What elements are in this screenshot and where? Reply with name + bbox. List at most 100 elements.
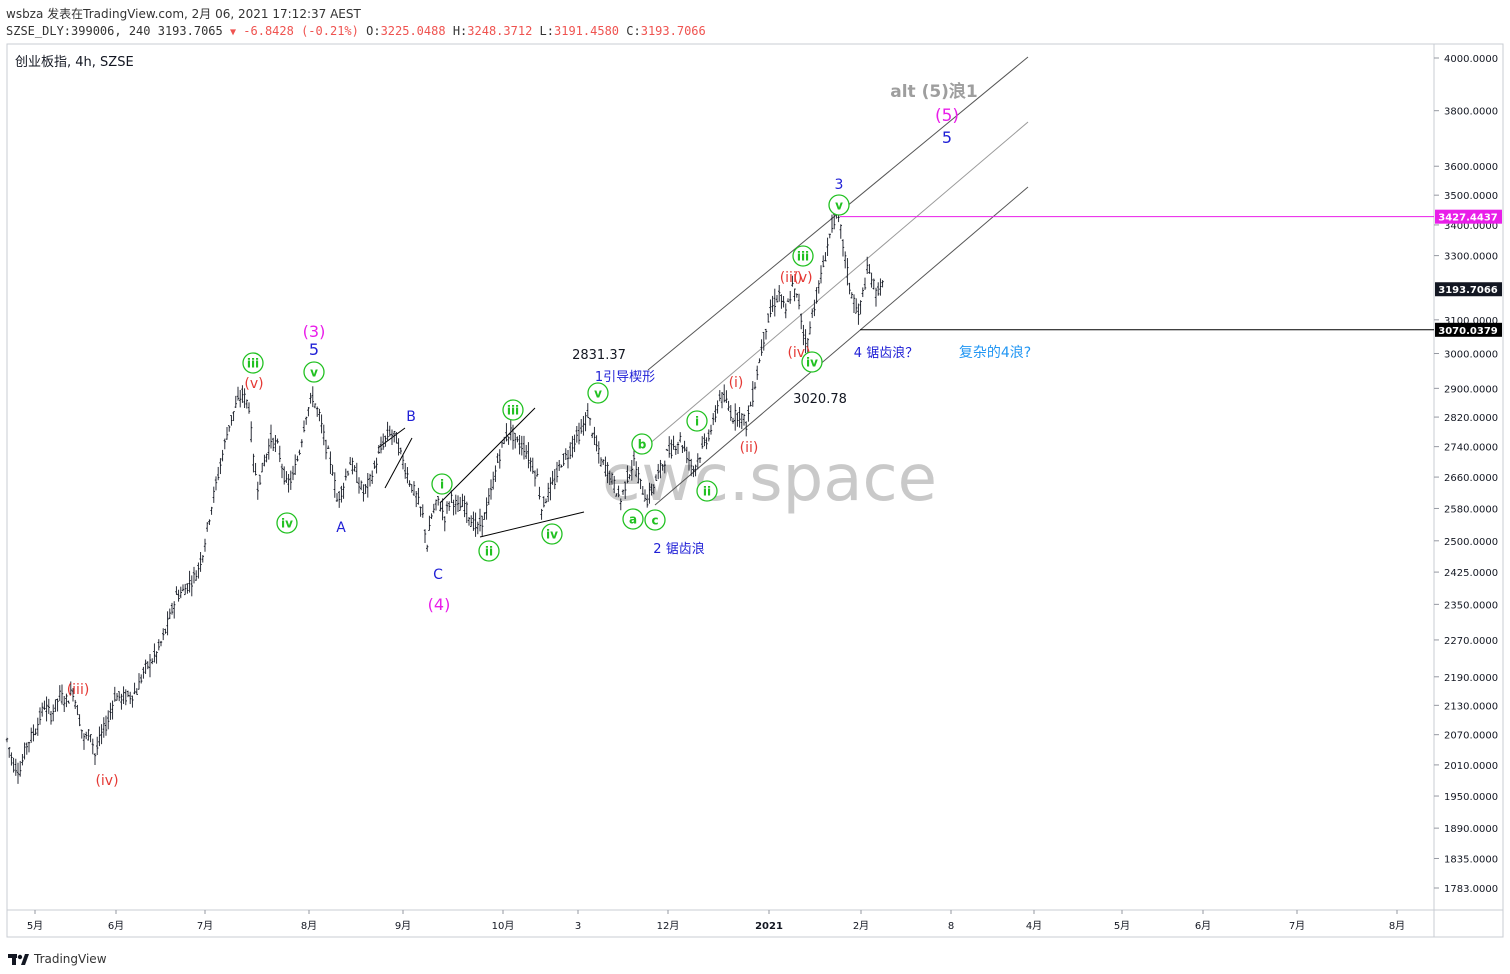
wave-label: (v) [793, 270, 812, 286]
x-tick-label: 8月 [301, 920, 317, 932]
wedge-line-3 [439, 407, 536, 504]
y-tick-label: 1835.0000 [1444, 854, 1498, 865]
price-tag-box [1435, 282, 1502, 297]
wave-label: (3) [303, 322, 326, 341]
y-tick-label: 1783.0000 [1444, 884, 1498, 895]
y-tick-label: 3000.0000 [1444, 350, 1498, 361]
wave-label: 1引导楔形 [595, 370, 655, 385]
wave-label: (iii) [780, 270, 803, 286]
wave-label: 2831.37 [572, 348, 626, 363]
author-name: wsbza [6, 7, 44, 21]
y-tick-label: 1890.0000 [1444, 824, 1498, 835]
channel-lower-line [654, 186, 1029, 506]
wave-label: (v) [244, 376, 263, 392]
watermark: ewc.space [602, 442, 937, 516]
wave-label-circle [587, 382, 609, 404]
wave-label: b [638, 438, 647, 452]
price-tag-label: 3427.4437 [1438, 213, 1498, 224]
y-tick-label: 2070.0000 [1444, 731, 1498, 742]
wedge-line-1 [377, 427, 406, 449]
footer-brand[interactable]: TradingView [8, 952, 107, 966]
wave-label-circle [801, 351, 823, 373]
wave-label-circle [696, 480, 718, 502]
chart-title: 创业板指, 4h, SZSE [15, 55, 134, 70]
last-price: 3193.7065 [157, 24, 223, 38]
x-tick-label: 7月 [1289, 920, 1305, 932]
wedge-line-2 [384, 437, 413, 489]
y-tick-label: 2350.0000 [1444, 600, 1498, 611]
x-tick-label: 4月 [1026, 920, 1042, 932]
wave-label: v [835, 199, 843, 213]
wave-label-circle [622, 508, 644, 530]
published-date: 2月 06, 2021 17:12:37 AEST [191, 7, 361, 21]
wave-label: 3020.78 [793, 392, 847, 407]
wave-label-circle [541, 523, 563, 545]
high-label: H: [452, 24, 468, 38]
wave-label: iv [806, 356, 818, 370]
change-pct: (-0.21%) [301, 24, 359, 38]
y-tick-label: 4000.0000 [1444, 54, 1498, 65]
wave-label: iii [247, 357, 259, 371]
x-tick-label: 5月 [1114, 920, 1130, 932]
wave-label: i [440, 478, 444, 492]
tradingview-logo-icon [8, 954, 29, 965]
wave-label: a [629, 513, 637, 527]
wave-label: 4 锯齿浪？ [854, 346, 918, 361]
x-tick-label: 9月 [395, 920, 411, 932]
y-tick-label: 2820.0000 [1444, 413, 1498, 424]
wave-label: v [594, 387, 602, 401]
y-tick-label: 2900.0000 [1444, 384, 1498, 395]
wave-label: iii [797, 250, 809, 264]
wave-label: (iv) [95, 773, 118, 789]
wave-labels: (iii)(iv)(v)iiiiv(3)5vABiC(4)iiiiiiv2831… [67, 81, 1031, 789]
wave-label: v [310, 366, 318, 380]
wave-label: (4) [428, 595, 451, 614]
wave-label: i [695, 415, 699, 429]
wave-label-circle [686, 410, 708, 432]
wedge-line-4 [479, 511, 585, 538]
price-tags: 3427.4437 3193.7066 3070.0379 [1435, 209, 1502, 337]
wave-label: iv [281, 517, 293, 531]
published-prefix: 发表在TradingView.com, [47, 7, 188, 21]
price-axis[interactable]: 4000.0000 3800.0000 3600.0000 3500.0000 3400… [1434, 54, 1498, 895]
wave-label-circle [792, 245, 814, 267]
x-tick-label: 3 [575, 921, 581, 932]
wave-label-circle [303, 361, 325, 383]
y-tick-label: 3300.0000 [1444, 252, 1498, 263]
wave-label: 2 锯齿浪 [653, 542, 704, 557]
candlestick-series [5, 204, 884, 784]
ohlc-header: SZSE_DLY:399006, 240 3193.7065 ▼ -6.8428… [6, 24, 706, 38]
wave-label: (i) [729, 375, 744, 391]
x-tick-label: 10月 [492, 920, 515, 932]
wave-label: iii [507, 404, 519, 418]
y-tick-label: 3600.0000 [1444, 162, 1498, 173]
price-tag-label: 3193.7066 [1438, 285, 1498, 296]
wave-label: 5 [309, 340, 319, 359]
price-tag-label: 3070.0379 [1438, 326, 1498, 337]
x-tick-label: 6月 [1195, 920, 1211, 932]
x-tick-label: 2021 [755, 921, 783, 932]
x-tick-label: 8月 [1389, 920, 1405, 932]
y-tick-label: 2425.0000 [1444, 568, 1498, 579]
wave-label-circle [631, 433, 653, 455]
down-triangle-icon: ▼ [230, 27, 237, 38]
wave-label-circle [431, 473, 453, 495]
y-tick-label: 2130.0000 [1444, 701, 1498, 712]
x-tick-label: 12月 [657, 920, 680, 932]
wave-label-circle [478, 540, 500, 562]
y-tick-label: 2740.0000 [1444, 443, 1498, 454]
high-value: 3248.3712 [467, 24, 533, 38]
footer-brand-label: TradingView [34, 952, 107, 966]
wave-label: c [651, 514, 658, 528]
wave-label: 复杂的4浪? [959, 344, 1031, 361]
symbol-label: SZSE_DLY:399006, 240 [6, 24, 151, 38]
wave-label: ii [703, 485, 711, 499]
x-tick-label: 2月 [853, 920, 869, 932]
channel-middle-line [647, 121, 1029, 446]
wave-label: 3 [835, 177, 844, 193]
time-axis[interactable]: 5月 6月 7月 8月 9月 10月 3 12月 2021 2月 8 4月 5月 6月 7月 8月 [27, 910, 1405, 932]
wave-label-circle [242, 352, 264, 374]
wave-label: C [433, 567, 443, 583]
close-value: 3193.7066 [640, 24, 706, 38]
